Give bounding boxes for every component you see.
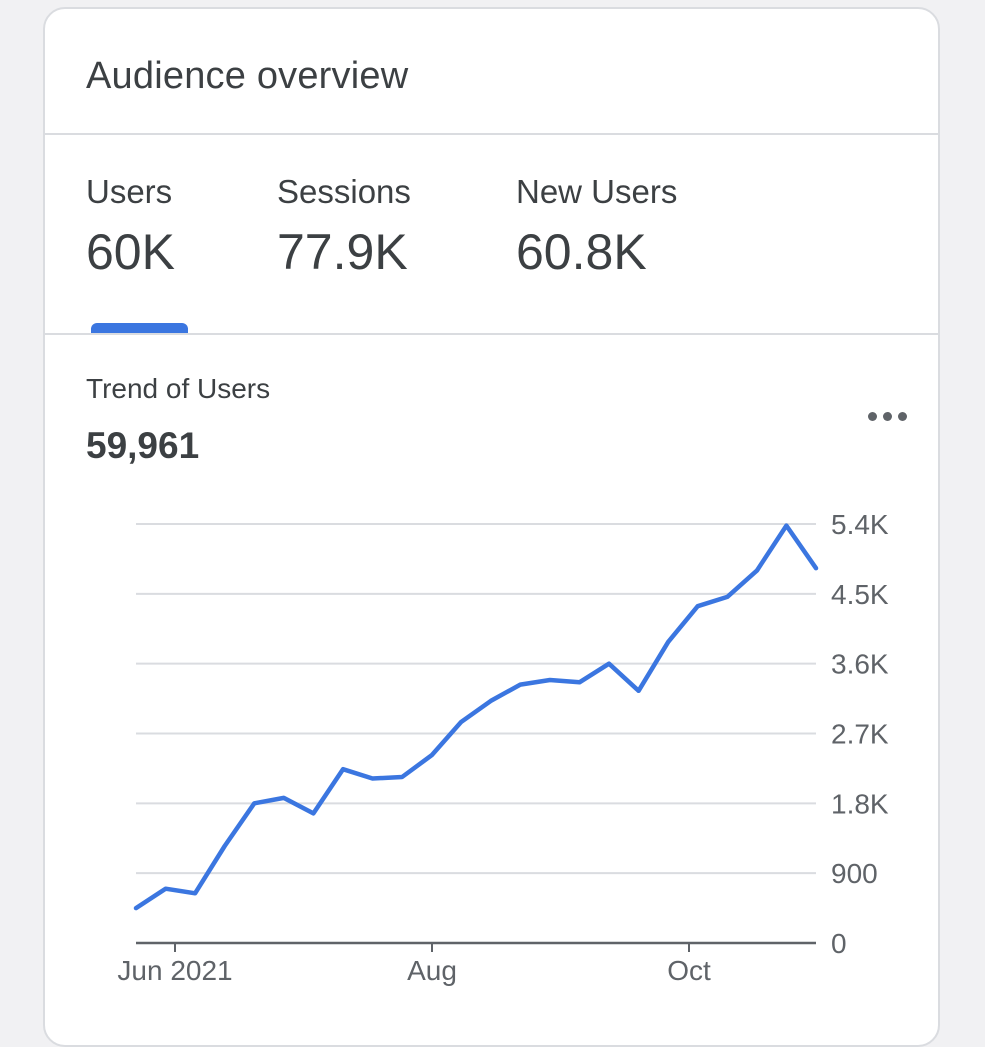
- y-tick-label: 5.4K: [831, 509, 889, 540]
- y-tick-label: 3.6K: [831, 649, 889, 680]
- users-trend-line: [136, 526, 816, 909]
- y-tick-label: 2.7K: [831, 719, 889, 750]
- y-tick-label: 0: [831, 928, 847, 959]
- trend-line-chart: 0 900 1.8K 2.7K 3.6K 4.5K 5.4K Jun 2021 Aug Oct: [0, 0, 985, 1024]
- x-tick-label: Aug: [407, 955, 457, 986]
- y-tick-label: 1.8K: [831, 788, 889, 819]
- y-tick-label: 900: [831, 858, 878, 889]
- x-tick-label: Oct: [667, 955, 711, 986]
- y-tick-label: 4.5K: [831, 579, 889, 610]
- x-tick-label: Jun 2021: [117, 955, 232, 986]
